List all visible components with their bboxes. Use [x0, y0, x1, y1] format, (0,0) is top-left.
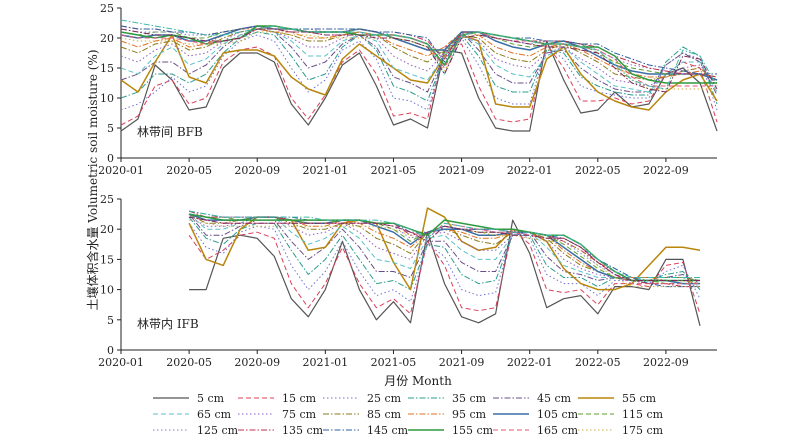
series-line-145cm [120, 25, 717, 75]
y-tick-label: 15 [100, 253, 114, 266]
legend-label: 145 cm [367, 424, 409, 437]
y-tick-label: 0 [107, 344, 114, 357]
legend-label: 135 cm [282, 424, 324, 437]
x-tick-label: 2020-09 [234, 164, 280, 177]
panel-label: 林带内 IFB [137, 317, 199, 331]
series-line-15cm [120, 43, 718, 126]
panel-bfb: 0 5 10 15 20 25 2020-01 2020-05 2020-09 2021-01 20… [98, 2, 718, 177]
legend-label: 85 cm [367, 408, 402, 421]
y-tick-label: 15 [100, 62, 114, 75]
legend-label: 15 cm [282, 392, 317, 405]
x-tick-label: 2020-09 [234, 356, 280, 369]
y-tick-label: 25 [100, 2, 114, 15]
x-tick-label: 2022-05 [575, 356, 621, 369]
legend-label: 45 cm [537, 392, 572, 405]
y-tick-label: 10 [100, 92, 114, 105]
y-tick-label: 20 [100, 32, 114, 45]
legend-label: 165 cm [537, 424, 579, 437]
legend-label: 125 cm [197, 424, 239, 437]
y-tick-label: 25 [100, 193, 114, 206]
series-line-185cm [189, 210, 700, 278]
legend-label: 95 cm [452, 408, 487, 421]
series-line-85cm [120, 28, 718, 84]
panel-label: 林带间 BFB [137, 125, 203, 139]
x-tick-label: 2021-09 [439, 356, 485, 369]
x-tick-label: 2020-01 [98, 164, 144, 177]
x-tick-label: 2021-01 [302, 164, 348, 177]
x-tick-label: 2021-05 [371, 356, 417, 369]
series-line-55cm [120, 34, 718, 111]
series-line-105cm [120, 25, 718, 81]
series-line-5cm [189, 219, 701, 326]
x-tick-label: 2022-09 [643, 164, 689, 177]
series-line-25cm [188, 222, 701, 303]
x-tick-label: 2022-01 [507, 356, 553, 369]
y-tick-label: 20 [100, 223, 114, 236]
legend-label: 55 cm [622, 392, 657, 405]
legend-label: 35 cm [452, 392, 487, 405]
panel-ifb: 0 5 10 15 20 25 2020-01 2020-05 2020-09 2021-01 20… [98, 193, 717, 369]
x-tick-label: 2021-05 [371, 164, 417, 177]
series-line-195cm [120, 28, 718, 93]
series-line-75cm [120, 28, 718, 87]
legend-label: 105 cm [537, 408, 579, 421]
x-tick-label: 2021-01 [302, 356, 348, 369]
series-line-5cm [120, 40, 718, 132]
y-tick-label: 10 [100, 284, 114, 297]
legend-label: 25 cm [367, 392, 402, 405]
legend-label: 65 cm [197, 408, 232, 421]
legend-label: 115 cm [622, 408, 664, 421]
x-tick-label: 2020-05 [166, 164, 212, 177]
x-tick-label: 2022-09 [643, 356, 689, 369]
legend-label: 75 cm [282, 408, 317, 421]
legend: 5 cm 15 cm 25 cm 35 cm 45 cm 55 cm 65 cm 75 cm 8… [153, 392, 664, 441]
series-line-15cm [188, 228, 701, 315]
y-axis-label: 土壤体积含水量 Volumetric soil moisture (%) [85, 49, 100, 310]
series-line-65cm [120, 28, 718, 93]
series-line-185cm [120, 19, 718, 90]
series-line-45cm [120, 28, 718, 96]
y-tick-label: 0 [107, 152, 114, 165]
x-tick-label: 2020-01 [98, 356, 144, 369]
legend-label: 175 cm [622, 424, 664, 437]
x-tick-label: 2021-09 [439, 164, 485, 177]
legend-label: 5 cm [197, 392, 225, 405]
x-axis-label: 月份 Month [384, 374, 452, 388]
x-tick-label: 2022-01 [507, 164, 553, 177]
x-tick-label: 2020-05 [166, 356, 212, 369]
x-tick-label: 2022-05 [575, 164, 621, 177]
y-tick-label: 5 [107, 122, 114, 135]
series-line-25cm [120, 34, 718, 111]
series-line-195cm [189, 216, 700, 281]
series-line-115cm [120, 25, 718, 78]
series-line-165cm [189, 216, 700, 285]
y-tick-label: 5 [107, 314, 114, 327]
legend-label: 155 cm [452, 424, 494, 437]
